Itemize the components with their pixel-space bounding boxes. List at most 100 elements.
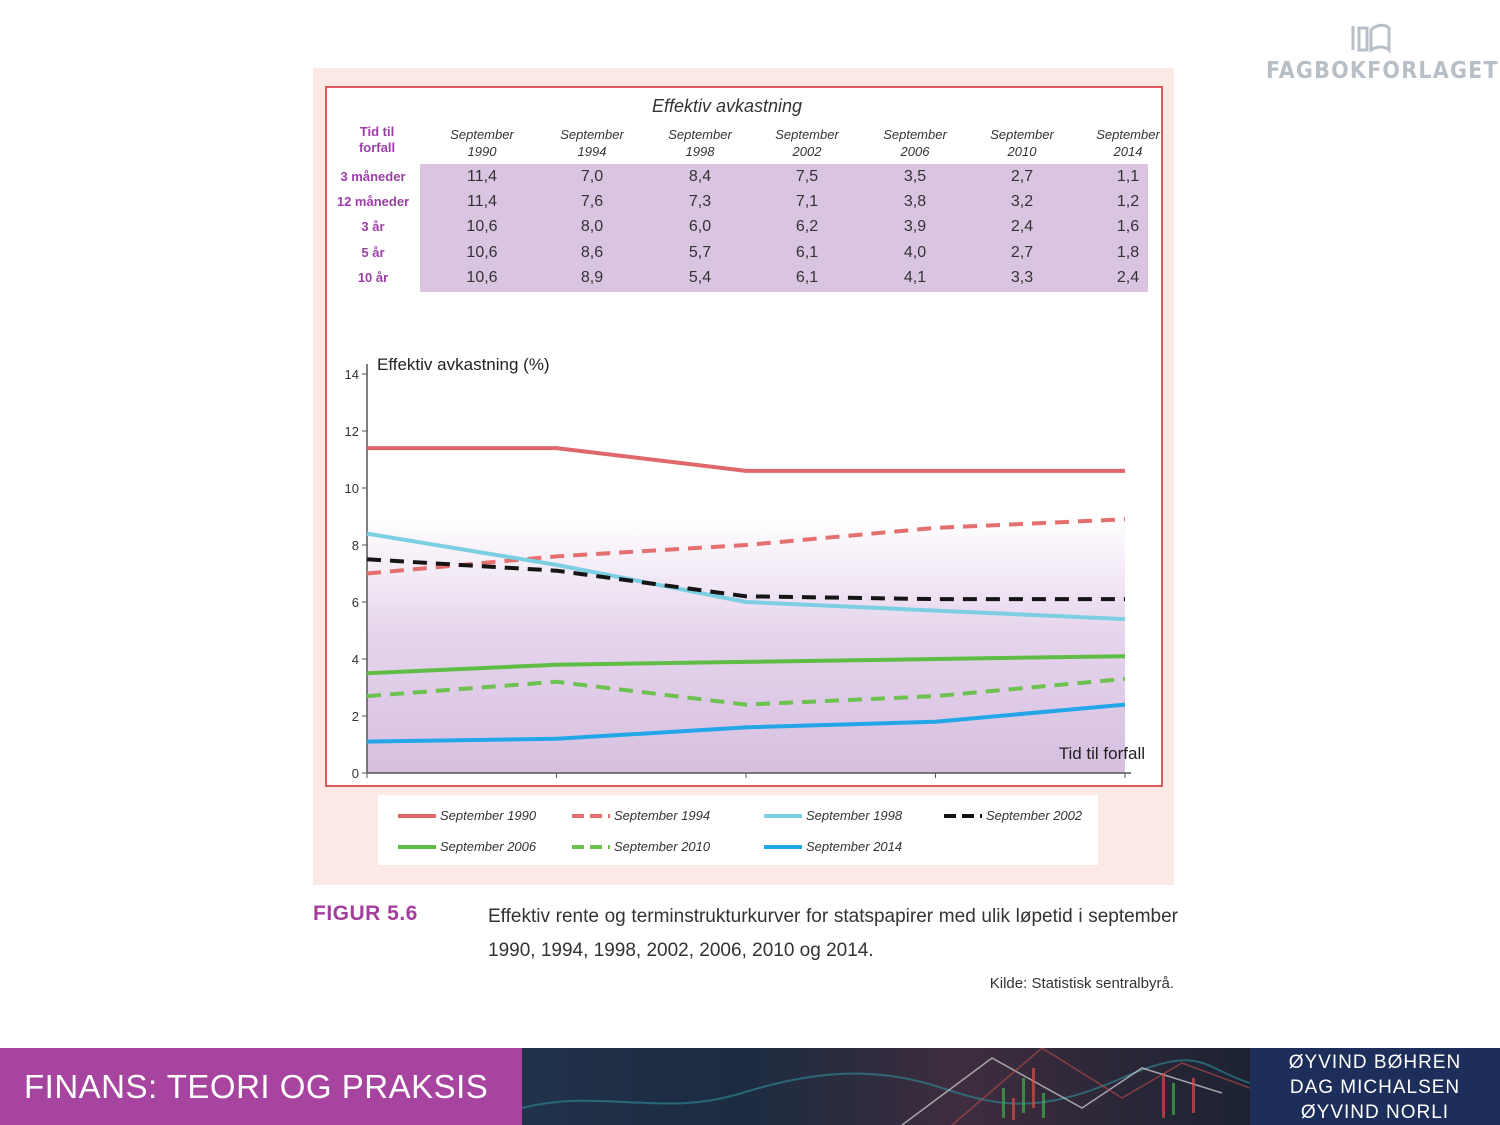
authors-block: ØYVIND BØHREN DAG MICHALSEN ØYVIND NORLI	[1250, 1048, 1500, 1125]
legend-label: September 1994	[614, 808, 711, 823]
table-cell: 2,7	[1010, 168, 1034, 185]
book-title: FINANS: TEORI OG PRAKSIS	[24, 1068, 489, 1105]
author-name: ØYVIND BØHREN	[1288, 1052, 1462, 1073]
column-header-line2: 2014	[1113, 144, 1143, 159]
y-tick-label: 10	[345, 481, 359, 496]
market-chart-decoration	[522, 1048, 1250, 1125]
figure-source: Kilde: Statistisk sentralbyrå.	[989, 975, 1174, 992]
series-line-september-2010	[366, 676, 1126, 707]
column-header-line2: 1994	[577, 144, 607, 159]
table-row-label: 3 år	[361, 219, 385, 235]
y-tick-label: 6	[352, 595, 359, 610]
legend-swatch	[764, 845, 802, 849]
table-cell: 4,0	[903, 243, 927, 261]
series-line-september-1990	[367, 446, 1125, 473]
column-header-line1: September	[883, 127, 947, 142]
yield-curve-chart: 024681012143 måneder12 måneder3 år5 år10…	[345, 355, 1145, 778]
author-name: ØYVIND NORLI	[1300, 1102, 1450, 1123]
table-title: Effektiv avkastning	[651, 96, 803, 116]
table-cell: 3,2	[1010, 193, 1034, 211]
column-header-line1: September	[990, 127, 1054, 142]
series-line-september-1998	[366, 531, 1126, 622]
table-cell: 11,4	[467, 193, 497, 211]
chart-legend: September 1990 September 1994 September 19…	[378, 795, 1098, 865]
legend-swatch	[764, 814, 802, 818]
table-cell: 7,5	[795, 168, 819, 185]
publisher-logo: FAGBOKFORLAGET	[1266, 22, 1499, 84]
legend-swatch	[944, 814, 982, 818]
table-cell: 1,8	[1116, 243, 1140, 261]
table-cell: 8,0	[580, 218, 604, 236]
column-header-line2: 2010	[1007, 144, 1037, 159]
table-cell: 8,6	[580, 243, 604, 261]
series-line-september-1994	[366, 517, 1126, 576]
series-line-september-2002	[366, 557, 1125, 602]
x-axis-label: Tid til forfall	[1059, 744, 1145, 763]
table-column-header: September 1998	[645, 126, 755, 160]
table-cell: 2,4	[1010, 218, 1034, 236]
author-name: DAG MICHALSEN	[1289, 1077, 1461, 1098]
legend-label: September 2002	[986, 808, 1083, 823]
legend-label: September 2006	[440, 839, 537, 854]
table-column-header: September 2010	[967, 126, 1077, 160]
figure-panel: Effektiv avkastning Tid til forfall Septe…	[313, 68, 1174, 885]
legend-swatch	[398, 814, 436, 818]
table-cell: 10,6	[466, 218, 498, 236]
series-line-september-2014	[366, 702, 1126, 744]
table-cell: 1,6	[1116, 218, 1140, 236]
column-header-line1: September	[668, 127, 732, 142]
legend-label: September 2014	[806, 839, 903, 854]
book-title-block: FINANS: TEORI OG PRAKSIS	[0, 1048, 522, 1125]
table-cell: 8,9	[580, 268, 604, 286]
table-cell: 1,1	[1116, 168, 1140, 185]
table-cell: 10,6	[466, 243, 498, 261]
legend-swatch	[572, 845, 610, 849]
figure-frame: Effektiv avkastning Tid til forfall Septe…	[325, 86, 1163, 787]
figure-label: FIGUR 5.6	[313, 902, 418, 925]
table-column-header: September 2014	[1073, 126, 1183, 160]
legend-label: September 2010	[614, 839, 711, 854]
y-tick-label: 14	[345, 367, 359, 382]
column-header-line1: September	[560, 127, 624, 142]
table-cell: 3,9	[903, 218, 927, 236]
table-cell: 4,1	[903, 268, 927, 286]
table-cell: 5,4	[688, 268, 712, 286]
table-cell: 6,1	[795, 243, 819, 261]
table-cell: 3,3	[1010, 268, 1034, 286]
footer-banner: FINANS: TEORI OG PRAKSIS ØYVIND BØHREN D…	[0, 1048, 1500, 1125]
table-cell: 6,2	[795, 218, 819, 236]
table-row-label: 12 måneder	[336, 194, 410, 210]
y-tick-label: 4	[352, 652, 359, 667]
chart-plot-background	[367, 516, 1125, 773]
table-cell: 7,1	[795, 193, 819, 211]
legend-swatch	[398, 845, 436, 849]
y-tick-label: 8	[352, 538, 359, 553]
footer-market-chart-image	[522, 1048, 1250, 1125]
table-column-header: September 2002	[752, 126, 862, 160]
table-cell: 10,6	[466, 268, 498, 286]
publisher-name: FAGBOKFORLAGET	[1266, 58, 1499, 84]
table-cell: 3,5	[903, 168, 927, 185]
table-column-header: September 2006	[860, 126, 970, 160]
table-column-header: September 1994	[537, 126, 647, 160]
table-cell: 8,4	[688, 168, 712, 185]
table-row-label: 5 år	[361, 244, 385, 260]
column-header-line1: September	[1096, 127, 1160, 142]
series-line-september-2006	[366, 654, 1126, 676]
table-cell: 6,1	[795, 268, 819, 286]
figure-caption: Effektiv rente og terminstrukturkurver f…	[488, 906, 1178, 961]
column-header-line1: September	[450, 127, 514, 142]
table-data-shading	[420, 164, 1148, 292]
table-cell: 7,6	[580, 193, 604, 211]
open-book-icon	[1351, 23, 1391, 54]
table-cell: 7,3	[688, 193, 712, 211]
table-corner-header: Tid til forfall	[358, 124, 396, 155]
legend-label: September 1990	[440, 808, 537, 823]
table-column-header: September 1990	[427, 126, 537, 160]
table-cell: 5,7	[688, 243, 712, 261]
y-tick-label: 12	[345, 424, 359, 439]
legend-label: September 1998	[806, 808, 903, 823]
y-tick-label: 2	[352, 709, 359, 724]
table-row-label: 10 år	[357, 269, 389, 285]
table-row-label: 3 måneder	[340, 169, 406, 184]
